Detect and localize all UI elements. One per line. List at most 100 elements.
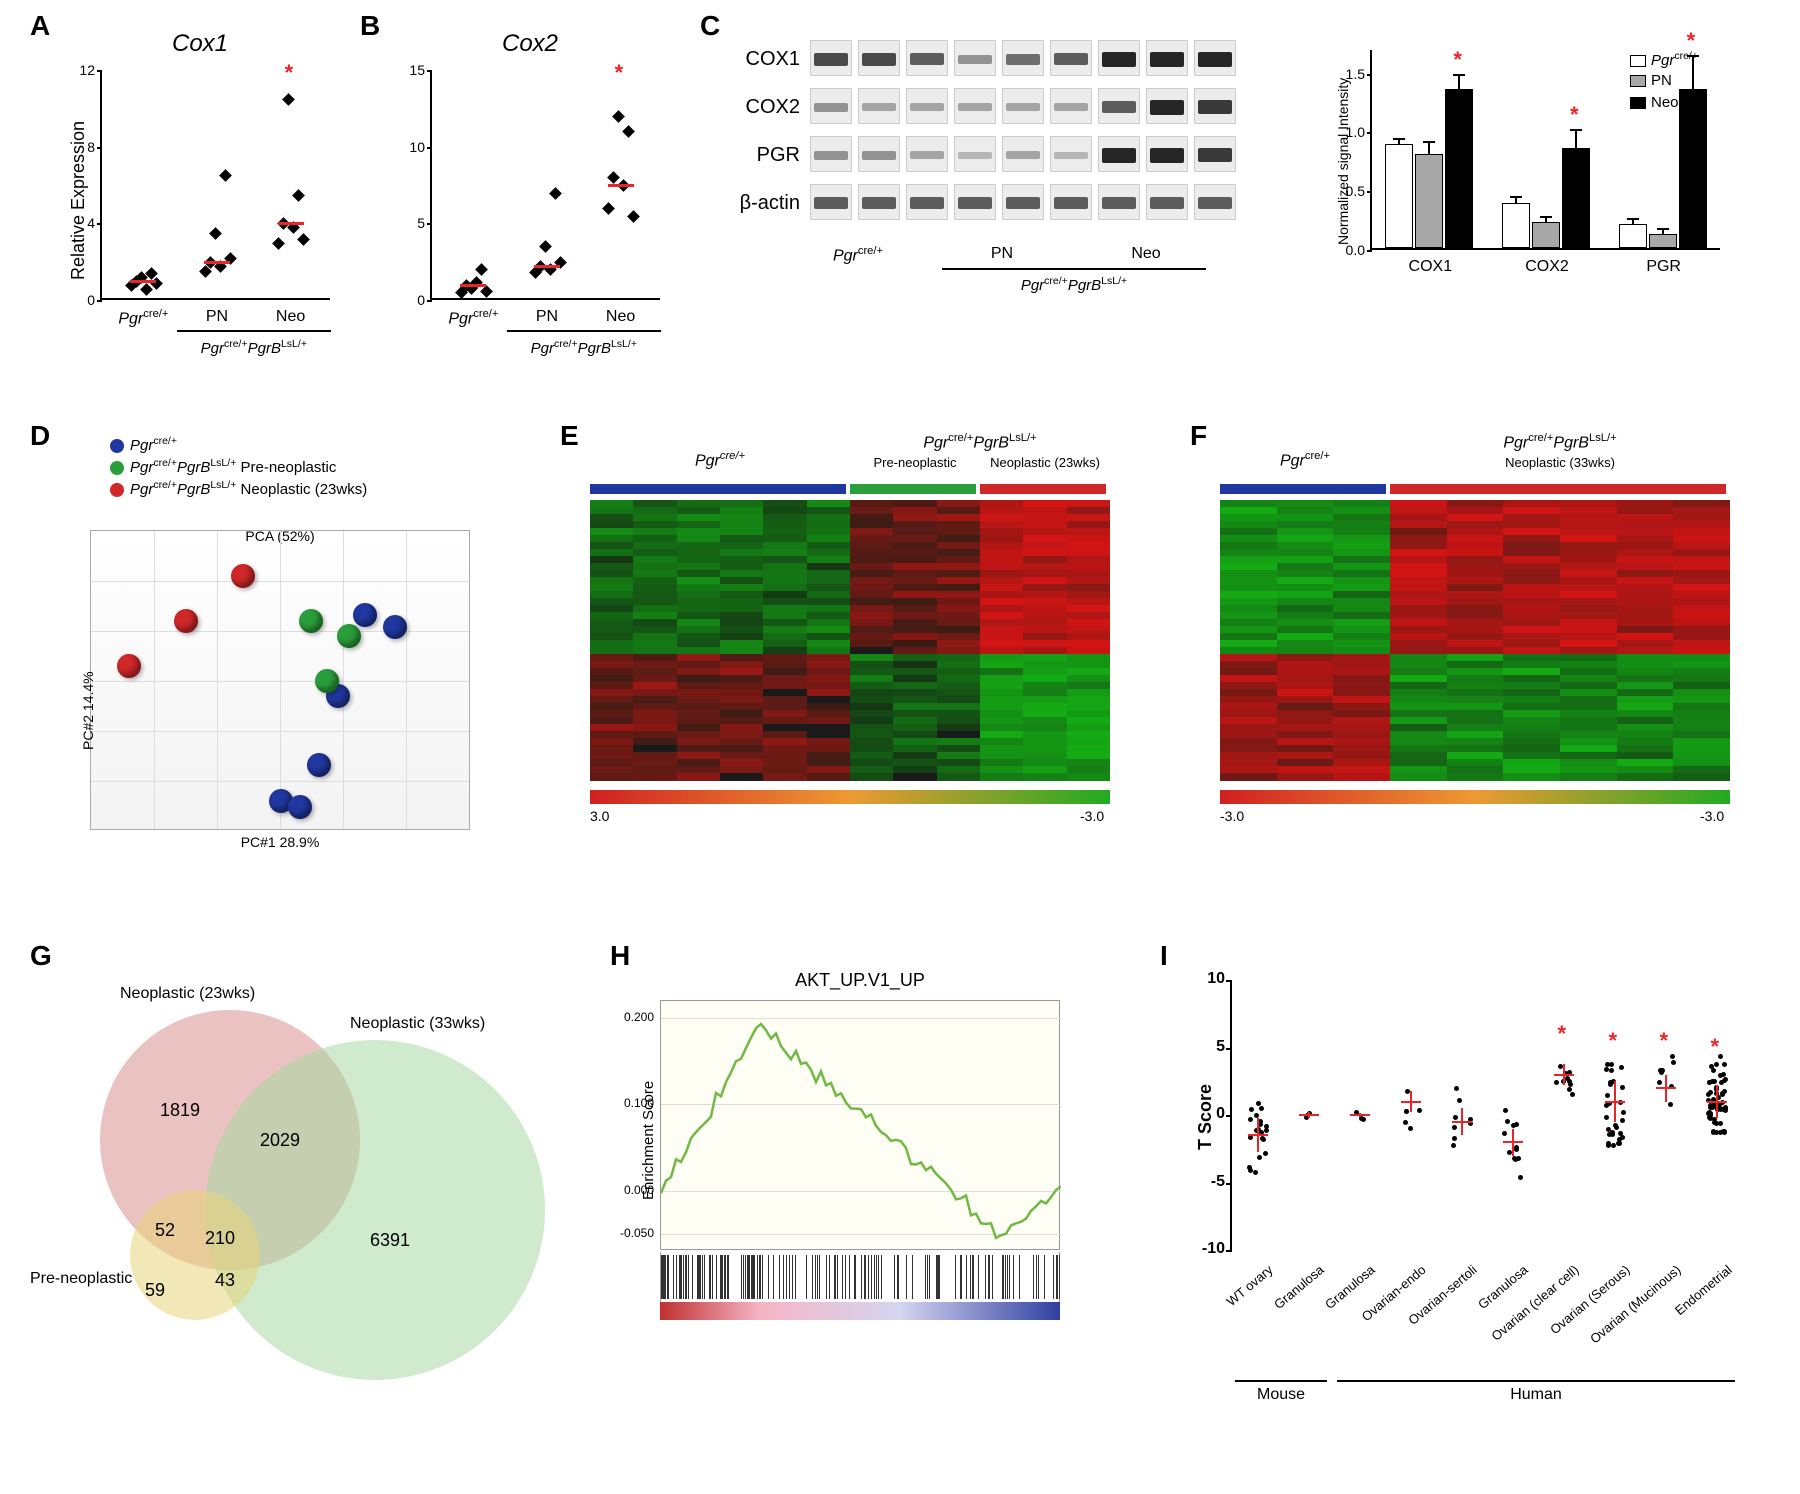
pca-xlabel: PC#1 28.9% bbox=[50, 834, 510, 850]
data-point bbox=[1248, 1117, 1253, 1122]
ytick: 12 bbox=[65, 62, 95, 78]
venn-count: 52 bbox=[155, 1220, 175, 1241]
blot-label: COX2 bbox=[720, 96, 800, 119]
data-point bbox=[1619, 1065, 1624, 1070]
bar-ytick: 0.0 bbox=[1335, 242, 1365, 258]
venn-label: Pre-neoplastic bbox=[30, 1270, 132, 1288]
tscore-ytick: 5 bbox=[1195, 1038, 1225, 1056]
blot-lane bbox=[1050, 184, 1092, 220]
asterisk: * bbox=[1570, 102, 1579, 128]
data-point bbox=[1668, 1102, 1673, 1107]
pca-ylabel: PC#2 14.4% bbox=[80, 671, 96, 750]
data-point bbox=[627, 210, 640, 223]
gsea-gradient bbox=[660, 1302, 1060, 1320]
gsea-ytick: -0.050 bbox=[609, 1226, 654, 1240]
heatmap-subtitle: Pre-neoplastic bbox=[850, 455, 980, 470]
data-point bbox=[1604, 1103, 1609, 1108]
data-point bbox=[219, 170, 232, 183]
blot-label: PGR bbox=[720, 144, 800, 167]
data-point bbox=[1660, 1068, 1665, 1073]
blot-lane bbox=[906, 88, 948, 124]
data-point bbox=[1720, 1092, 1725, 1097]
gsea-title: AKT_UP.V1_UP bbox=[620, 970, 1100, 991]
data-point bbox=[1249, 1107, 1254, 1112]
blot-label: COX1 bbox=[720, 48, 800, 71]
blot-group-label: Neo bbox=[1096, 245, 1196, 263]
ytick: 10 bbox=[395, 139, 425, 155]
xgroup-label: Pgrcre/+ bbox=[433, 308, 513, 328]
heatmap-body bbox=[590, 500, 1110, 780]
blot-lane bbox=[1146, 136, 1188, 172]
blot-group-label: PN bbox=[952, 245, 1052, 263]
pca-point bbox=[231, 564, 255, 588]
panelB-title: Cox2 bbox=[380, 30, 680, 58]
panel-B-scatter: Cox2 051015Pgrcre/+PNNeoPgrcre/+PgrBLsL/… bbox=[380, 20, 680, 360]
pca-point bbox=[117, 654, 141, 678]
data-point bbox=[1570, 1092, 1575, 1097]
data-point bbox=[1253, 1170, 1258, 1175]
blot-lane bbox=[1194, 40, 1236, 76]
label-A: A bbox=[30, 10, 50, 42]
data-point bbox=[612, 110, 625, 123]
blot-lane bbox=[1194, 184, 1236, 220]
asterisk: * bbox=[1453, 47, 1462, 73]
data-point bbox=[1257, 1155, 1262, 1160]
panel-A-scatter: Cox1 Relative Expression 04812Pgrcre/+PN… bbox=[50, 20, 350, 360]
pca-point bbox=[288, 795, 312, 819]
data-point bbox=[1565, 1076, 1570, 1081]
label-D: D bbox=[30, 420, 50, 452]
bar-ytick: 0.5 bbox=[1335, 183, 1365, 199]
blot-lane bbox=[906, 40, 948, 76]
data-point bbox=[1671, 1060, 1676, 1065]
data-point bbox=[1722, 1062, 1727, 1067]
gsea-hitmarks bbox=[660, 1252, 1060, 1302]
heatmap-scalebar bbox=[590, 790, 1110, 804]
heatmap-body bbox=[1220, 500, 1730, 780]
data-point bbox=[1657, 1080, 1662, 1085]
median-line bbox=[278, 222, 304, 225]
bracket-label: Pgrcre/+PgrBLsL/+ bbox=[157, 338, 351, 357]
blot-lane bbox=[1098, 184, 1140, 220]
bar-ytick: 1.0 bbox=[1335, 124, 1365, 140]
pca-point bbox=[299, 609, 323, 633]
heatmap-scalebar bbox=[1220, 790, 1730, 804]
pca-point bbox=[383, 615, 407, 639]
panel-E-heatmap: Pgrcre/+Pgrcre/+PgrBLsL/+Pre-neoplasticN… bbox=[570, 430, 1130, 860]
ytick: 4 bbox=[65, 215, 95, 231]
blot-lane bbox=[1194, 88, 1236, 124]
asterisk: * bbox=[1558, 1021, 1567, 1047]
blot-lane bbox=[810, 88, 852, 124]
blot-group-label: Pgrcre/+ bbox=[808, 245, 908, 265]
blot-lane bbox=[1098, 136, 1140, 172]
label-I: I bbox=[1160, 940, 1168, 972]
bar bbox=[1502, 203, 1530, 248]
asterisk: * bbox=[1711, 1034, 1720, 1060]
data-point bbox=[1606, 1143, 1611, 1148]
data-point bbox=[1670, 1054, 1675, 1059]
data-point bbox=[1457, 1098, 1462, 1103]
xgroup-label: PN bbox=[177, 308, 257, 326]
pca-point bbox=[353, 603, 377, 627]
blot-label: β-actin bbox=[720, 192, 800, 215]
venn-count: 210 bbox=[205, 1228, 235, 1249]
data-point bbox=[1620, 1085, 1625, 1090]
pca-legend-item: Pgrcre/+PgrBLsL/+ Neoplastic (23wks) bbox=[110, 479, 367, 498]
pca-point bbox=[174, 609, 198, 633]
data-point bbox=[272, 237, 285, 250]
venn-count: 43 bbox=[215, 1270, 235, 1291]
tscore-ytick: 10 bbox=[1195, 970, 1225, 988]
pca-legend-item: Pgrcre/+ bbox=[110, 435, 177, 454]
data-point bbox=[1711, 1068, 1716, 1073]
scale-label: -3.0 bbox=[1700, 808, 1724, 824]
bargraph-ylabel: Normalized signal Intensity bbox=[1335, 78, 1351, 245]
data-point bbox=[1611, 1143, 1616, 1148]
xgroup-label: Pgrcre/+ bbox=[103, 308, 183, 328]
scale-label: 3.0 bbox=[590, 808, 609, 824]
blot-lane bbox=[954, 136, 996, 172]
heatmap-title: Pgrcre/+ bbox=[590, 450, 850, 470]
gsea-curve bbox=[661, 1001, 1061, 1251]
heatmap-subtitle: Neoplastic (33wks) bbox=[1390, 455, 1730, 470]
group-bracket-label: Human bbox=[1332, 1386, 1740, 1404]
panel-F-heatmap: Pgrcre/+Pgrcre/+PgrBLsL/+Neoplastic (33w… bbox=[1200, 430, 1750, 860]
bar bbox=[1562, 148, 1590, 248]
